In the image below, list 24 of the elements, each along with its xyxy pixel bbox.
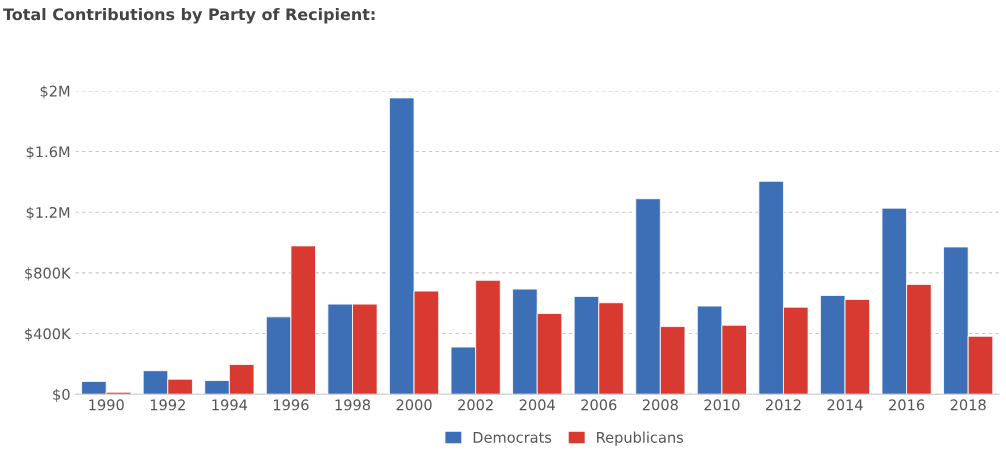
x-tick-label: 2006 — [581, 399, 617, 411]
legend-label: Democrats — [473, 432, 552, 443]
y-tick-label: $800K — [25, 267, 71, 281]
x-tick-label: 2008 — [642, 399, 678, 411]
x-tick-label: 1990 — [89, 399, 124, 411]
legend-label: Republicans — [597, 431, 684, 446]
x-tick-label: 2014 — [827, 399, 863, 411]
y-tick-label: $1.6M — [26, 146, 70, 160]
x-tick-label: 2002 — [458, 399, 493, 411]
y-tick-label: $2M — [40, 85, 70, 99]
x-tick-label: 2010 — [704, 399, 740, 411]
x-tick-label: 1994 — [212, 399, 248, 411]
x-tick-label: 1996 — [273, 399, 309, 411]
y-tick-label: $400K — [25, 328, 71, 342]
x-tick-label: 1998 — [335, 399, 371, 411]
x-tick-label: 2018 — [950, 399, 986, 411]
x-tick-label: 2000 — [396, 399, 432, 411]
y-tick-label: $1.2M — [26, 206, 70, 220]
x-tick-label: 2012 — [765, 399, 801, 411]
chart-title: Total Contributions by Party of Recipient: — [3, 7, 375, 24]
y-tick-label: $0 — [53, 388, 70, 402]
x-tick-label: 1992 — [150, 399, 185, 411]
x-tick-label: 2004 — [519, 399, 555, 411]
x-tick-label: 2016 — [889, 399, 925, 411]
